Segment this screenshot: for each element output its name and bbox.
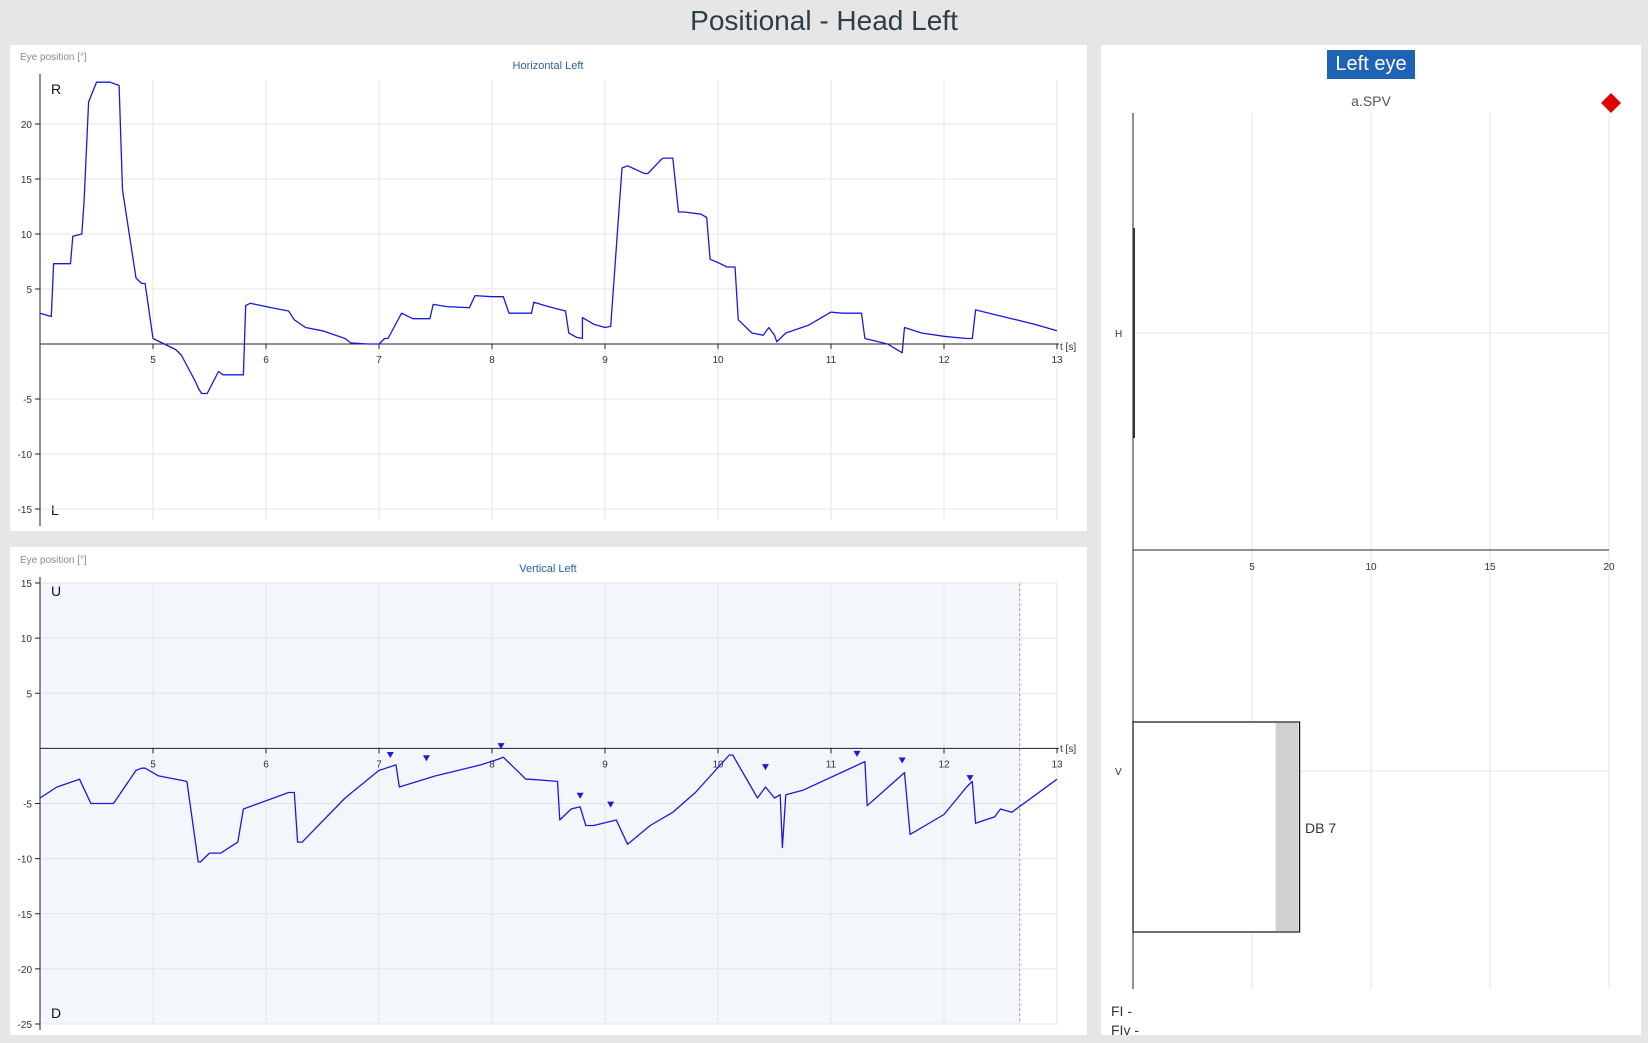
horizontal-trace (39, 81, 1058, 395)
y-tick-label--15: -15 (18, 505, 33, 516)
marker-2 (497, 743, 505, 750)
vertical-chart-title: Vertical Left (519, 563, 576, 575)
spv-tick-label-5: 5 (1249, 562, 1255, 573)
spv-bar-v-fill (1275, 723, 1299, 931)
x-tick-label-13: 13 (1051, 759, 1063, 770)
marker-5 (761, 764, 769, 771)
vertical-chart-panel: Eye position [°] Vertical Left U D 5 6 7 8 9… (10, 547, 1087, 1035)
horizontal-tick-labels: 5 6 7 8 9 10 11 12 13 -15 -10 -5 5 10 15 20 (18, 120, 1063, 516)
y-tick-label--5: -5 (23, 395, 32, 406)
x-tick-label-10: 10 (712, 759, 724, 770)
x-tick-label-7: 7 (376, 759, 382, 770)
vertical-chart: Eye position [°] Vertical Left U D 5 6 7 8 9… (18, 555, 1077, 1031)
series-line-0 (39, 81, 1058, 395)
x-tick-label-5: 5 (150, 759, 156, 770)
x-tick-label-13: 13 (1051, 355, 1063, 366)
marker-6 (853, 750, 861, 757)
spv-tick-labels: 5 10 15 20 (1249, 562, 1615, 573)
left-label: L (51, 502, 59, 518)
y-tick-label--15: -15 (18, 910, 33, 921)
x-tick-label-6: 6 (263, 355, 269, 366)
y-tick-label-20: 20 (21, 120, 33, 131)
y-tick-label-5: 5 (26, 285, 32, 296)
horizontal-chart: Eye position [°] Horizontal Left R L 5 6 7… (18, 52, 1076, 526)
down-label: D (51, 1005, 61, 1021)
horizontal-chart-panel: Eye position [°] Horizontal Left R L 5 6 7… (10, 45, 1087, 531)
left-eye-badge[interactable]: Left eye (1327, 50, 1415, 79)
y-tick-label-15: 15 (21, 175, 33, 186)
x-tick-label-11: 11 (826, 355, 837, 366)
x-tick-label-5: 5 (150, 355, 156, 366)
up-label: U (51, 583, 61, 599)
spv-category-h: H (1115, 329, 1122, 340)
red-diamond-marker[interactable] (1601, 93, 1621, 113)
y-tick-label--5: -5 (23, 800, 32, 811)
fi-label: FI - (1111, 1003, 1132, 1019)
x-tick-label-8: 8 (489, 355, 495, 366)
fiv-label: FIv - (1111, 1022, 1139, 1038)
spv-title: a.SPV (1351, 93, 1391, 109)
vertical-x-axis-label: t [s] (1060, 744, 1076, 755)
horizontal-chart-title: Horizontal Left (513, 60, 584, 72)
vertical-axes (35, 577, 1059, 1030)
spv-panel: Left eye a.SPV 5 10 15 20 H V DB 7 FI - FIv… (1101, 45, 1641, 1038)
vertical-trace (39, 754, 1058, 863)
marker-8 (966, 775, 974, 782)
y-tick-label--10: -10 (18, 450, 33, 461)
x-tick-label-8: 8 (489, 759, 495, 770)
vertical-grid (40, 582, 1058, 1025)
x-tick-label-7: 7 (376, 355, 382, 366)
page-title: Positional - Head Left (690, 5, 958, 36)
spv-tick-label-20: 20 (1603, 562, 1615, 573)
nystagmus-markers (386, 743, 974, 808)
y-tick-label-15: 15 (21, 579, 33, 590)
x-tick-label-11: 11 (826, 759, 837, 770)
x-tick-label-10: 10 (712, 355, 724, 366)
y-tick-label-10: 10 (21, 634, 33, 645)
marker-3 (576, 792, 584, 799)
horizontal-x-axis-label: t [s] (1060, 342, 1076, 353)
x-tick-label-9: 9 (602, 355, 608, 366)
spv-category-v: V (1115, 767, 1122, 778)
spv-tick-label-15: 15 (1484, 562, 1496, 573)
spv-bar-label: DB 7 (1305, 820, 1336, 836)
x-tick-label-6: 6 (263, 759, 269, 770)
spv-tick-label-10: 10 (1365, 562, 1377, 573)
x-tick-label-12: 12 (938, 759, 950, 770)
right-label: R (51, 81, 61, 97)
spv-chart: a.SPV 5 10 15 20 H V DB 7 (1115, 93, 1621, 989)
horizontal-y-axis-label: Eye position [°] (20, 52, 87, 63)
y-tick-label--20: -20 (18, 965, 33, 976)
x-tick-label-9: 9 (602, 759, 608, 770)
y-tick-label-10: 10 (21, 230, 33, 241)
y-tick-label--10: -10 (18, 855, 33, 866)
y-tick-label-5: 5 (26, 689, 32, 700)
y-tick-label--25: -25 (18, 1020, 33, 1031)
marker-0 (386, 751, 394, 758)
x-tick-label-12: 12 (938, 355, 950, 366)
horizontal-grid (40, 80, 1058, 520)
marker-1 (422, 755, 430, 762)
marker-7 (898, 757, 906, 764)
marker-4 (607, 801, 615, 808)
horizontal-axes (35, 74, 1059, 526)
vertical-y-axis-label: Eye position [°] (20, 555, 87, 566)
vertical-tick-labels: 5 6 7 8 9 10 11 12 13 -25 -20 -15 -10 -5 5 10 15 (18, 579, 1063, 1031)
spv-bar-v-box (1132, 721, 1301, 933)
spv-bars (1132, 228, 1301, 933)
series-line-0 (39, 754, 1058, 863)
